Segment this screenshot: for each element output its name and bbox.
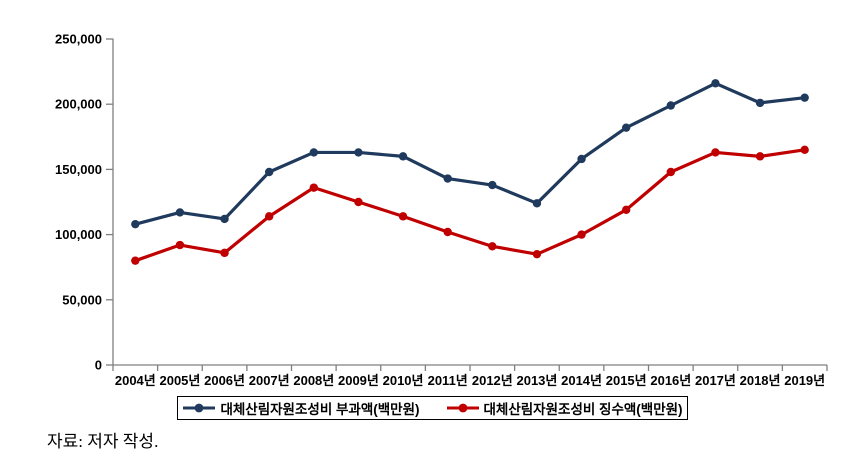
data-point-marker (488, 242, 497, 251)
data-point-marker (666, 167, 676, 177)
y-axis-label: 150,000 (55, 162, 102, 177)
legend-swatch-levied-icon (183, 403, 216, 413)
x-axis-label: 2009년 (338, 373, 379, 388)
x-axis-label: 2005년 (159, 373, 200, 388)
x-axis-label: 2008년 (293, 373, 334, 388)
legend-item-collected: 대체산림자원조성비 징수액(백만원) (446, 398, 683, 418)
legend-item-levied: 대체산림자원조성비 부과액(백만원) (182, 398, 420, 418)
data-point-marker (220, 248, 229, 258)
chart-legend: 대체산림자원조성비 부과액(백만원) 대체산림자원조성비 징수액(백만원) (177, 396, 688, 420)
data-point-marker (220, 214, 229, 224)
data-point-marker (443, 227, 452, 237)
legend-swatch-collected-icon (446, 403, 479, 413)
x-axis-label: 2011년 (428, 373, 468, 388)
x-axis-label: 2019년 (784, 373, 825, 388)
data-point-marker (443, 174, 452, 183)
y-axis-label: 0 (95, 358, 102, 373)
data-point-marker (755, 98, 765, 108)
x-axis-label: 2017년 (695, 373, 736, 388)
data-point-marker (131, 219, 140, 229)
data-point-marker (398, 152, 408, 161)
data-point-marker (577, 230, 586, 239)
data-point-marker (711, 79, 720, 88)
legend-label-collected: 대체산림자원조성비 징수액(백만원) (483, 402, 683, 417)
data-point-marker (354, 148, 363, 157)
data-point-marker (175, 208, 185, 217)
x-axis-label: 2018년 (740, 373, 781, 388)
x-axis-label: 2007년 (249, 373, 290, 388)
series-line-1 (133, 148, 807, 263)
data-point-marker (398, 212, 408, 221)
data-point-marker (264, 167, 274, 177)
y-axis-label: 200,000 (55, 97, 102, 112)
data-point-marker (131, 256, 140, 265)
data-point-marker (577, 154, 586, 164)
data-point-marker (309, 148, 319, 157)
y-axis-label: 100,000 (55, 227, 102, 242)
data-point-marker (711, 148, 720, 157)
data-point-marker (354, 197, 363, 207)
y-axis-label: 50,000 (62, 292, 102, 307)
data-point-marker (532, 249, 542, 259)
x-axis-label: 2006년 (204, 373, 245, 388)
data-point-marker (666, 101, 676, 110)
data-point-marker (309, 183, 319, 192)
y-axis-label: 250,000 (55, 32, 102, 47)
data-point-marker (264, 212, 274, 221)
data-point-marker (800, 93, 809, 102)
x-axis-label: 2012년 (472, 373, 513, 388)
x-axis-label: 2014년 (561, 373, 602, 388)
data-point-marker (800, 145, 809, 155)
x-axis-label: 2016년 (650, 373, 691, 388)
data-point-marker (175, 240, 185, 250)
source-note: 자료: 저자 작성. (47, 432, 159, 451)
x-axis-label: 2010년 (383, 373, 424, 388)
data-point-marker (621, 123, 631, 132)
x-axis-label: 2013년 (516, 373, 557, 388)
data-point-marker (488, 180, 497, 190)
data-point-marker (755, 152, 765, 161)
legend-label-levied: 대체산림자원조성비 부과액(백만원) (220, 402, 420, 417)
data-point-marker (621, 205, 631, 215)
series-line-0 (133, 81, 807, 226)
x-axis-label: 2004년 (115, 373, 156, 388)
data-point-marker (532, 199, 542, 208)
x-axis-label: 2015년 (606, 373, 647, 388)
